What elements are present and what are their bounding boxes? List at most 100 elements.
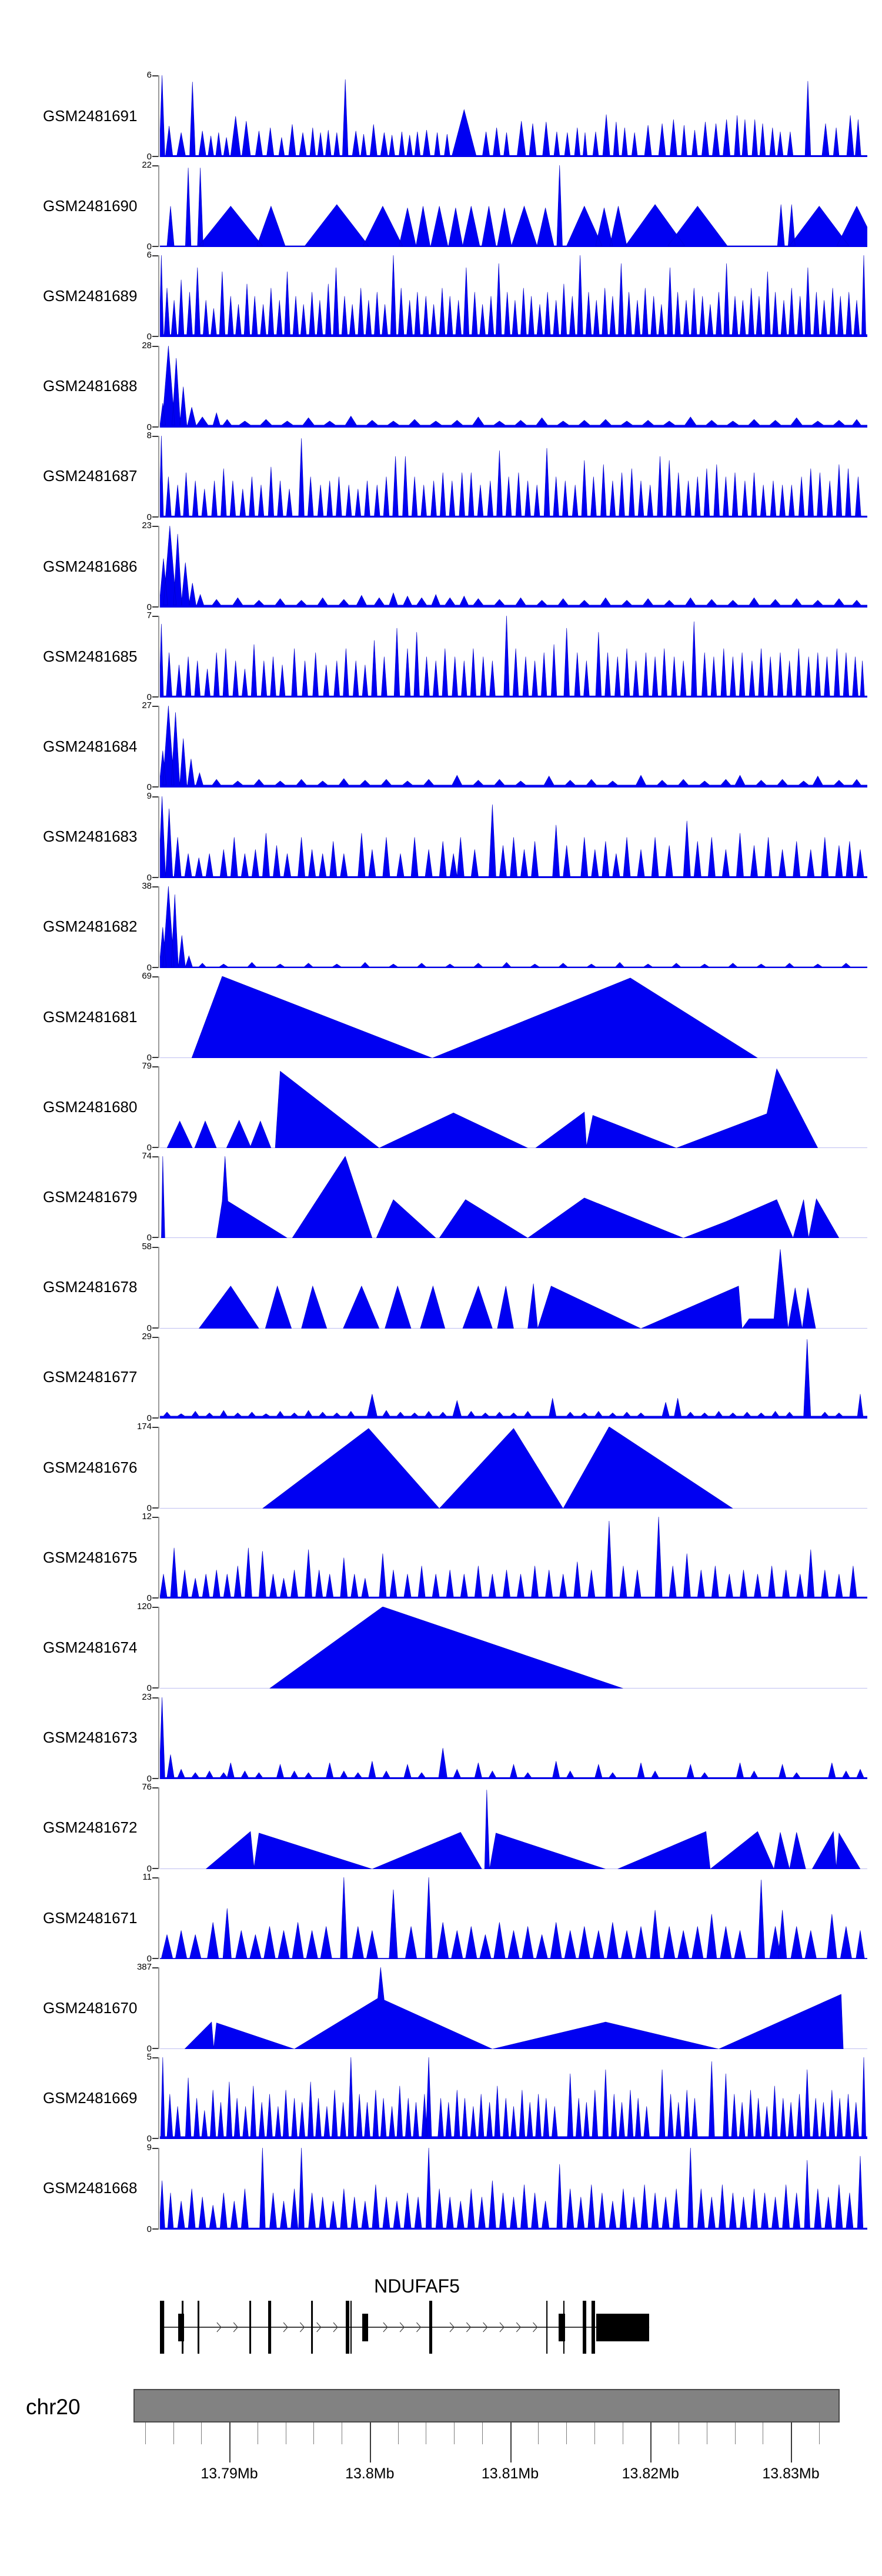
track-zero-label: 0: [146, 1954, 152, 1964]
track-y-axis-line: [158, 1427, 159, 1509]
track-sample-label: GSM2481689: [43, 286, 138, 305]
track-y-axis-line: [158, 526, 159, 608]
track-zero-tick: [152, 1687, 159, 1689]
track-coverage-plot: [160, 886, 867, 968]
strand-arrow-icon: [383, 2322, 388, 2333]
track-coverage-plot: [160, 345, 867, 428]
coverage-track-row: GSM2481678 58 0: [0, 1242, 882, 1333]
coverage-track-row: GSM2481688 28 0: [0, 341, 882, 432]
track-sample-label: GSM2481668: [43, 2179, 138, 2197]
coverage-area: [160, 1967, 867, 2050]
track-zero-tick: [152, 2048, 159, 2050]
track-y-axis-line: [158, 1697, 159, 1779]
track-y-axis-line: [158, 1246, 159, 1329]
coverage-track-row: GSM2481668 9 0: [0, 2143, 882, 2234]
track-ymax-label: 74: [142, 1151, 152, 1162]
coverage-track-row: GSM2481672 76 0: [0, 1782, 882, 1874]
track-y-axis-line: [158, 1336, 159, 1419]
axis-minor-tick: [538, 2422, 539, 2444]
strand-arrow-icon: [466, 2322, 472, 2333]
strand-arrow-icon: [483, 2322, 488, 2333]
coverage-area: [160, 796, 867, 878]
axis-tick-label: 13.8Mb: [345, 2465, 395, 2482]
strand-arrow-icon: [299, 2322, 305, 2333]
coverage-track-row: GSM2481684 27 0: [0, 700, 882, 792]
track-sample-label: GSM2481678: [43, 1278, 138, 1296]
exon-box: [591, 2301, 595, 2354]
track-zero-tick: [152, 966, 159, 968]
coverage-track-row: GSM2481673 23 0: [0, 1692, 882, 1784]
exon-box: [546, 2301, 548, 2354]
track-ymax-tick: [152, 75, 159, 76]
axis-major-tick: [650, 2422, 652, 2462]
coverage-track-row: GSM2481674 120 0: [0, 1601, 882, 1693]
track-ymax-label: 22: [142, 160, 152, 171]
track-coverage-plot: [160, 526, 867, 608]
track-zero-tick: [152, 1507, 159, 1509]
exon-box: [350, 2301, 352, 2354]
track-y-axis-line: [158, 1066, 159, 1149]
track-sample-label: GSM2481683: [43, 827, 138, 846]
track-ymax-label: 387: [136, 1962, 152, 1973]
coverage-area: [160, 706, 867, 788]
exon-box: [429, 2301, 433, 2354]
track-ymax-tick: [152, 616, 159, 618]
track-coverage-plot: [160, 616, 867, 698]
track-zero-label: 0: [146, 2044, 152, 2054]
coverage-track-row: GSM2481689 6 0: [0, 250, 882, 342]
exon-box: [268, 2301, 272, 2354]
coverage-area: [160, 616, 867, 698]
track-zero-label: 0: [146, 602, 152, 612]
track-coverage-plot: [160, 1697, 867, 1779]
coverage-area: [160, 1249, 867, 1329]
track-coverage-plot: [160, 976, 867, 1058]
track-ymax-tick: [152, 796, 159, 798]
track-zero-tick: [152, 426, 159, 428]
coverage-area: [160, 1607, 867, 1689]
track-sample-label: GSM2481685: [43, 647, 138, 665]
track-zero-label: 0: [146, 2224, 152, 2234]
track-sample-label: GSM2481686: [43, 557, 138, 575]
coverage-area: [160, 2147, 867, 2230]
cds-box: [596, 2314, 649, 2341]
track-zero-tick: [152, 1237, 159, 1239]
track-ymax-label: 6: [146, 250, 152, 261]
track-coverage-plot: [160, 255, 867, 338]
coverage-track-row: GSM2481671 11 0: [0, 1872, 882, 1964]
track-coverage-plot: [160, 165, 867, 248]
coverage-track-row: GSM2481676 174 0: [0, 1422, 882, 1513]
track-ymax-label: 120: [136, 1601, 152, 1612]
coverage-track-row: GSM2481675 12 0: [0, 1511, 882, 1603]
strand-arrow-icon: [533, 2322, 538, 2333]
coverage-area: [160, 435, 867, 518]
exon-box: [197, 2301, 200, 2354]
track-ymax-label: 8: [146, 430, 152, 441]
track-zero-label: 0: [146, 782, 152, 793]
axis-minor-tick: [594, 2422, 595, 2444]
coverage-track-row: GSM2481670 387 0: [0, 1962, 882, 2054]
strand-arrow-icon: [316, 2322, 322, 2333]
track-zero-tick: [152, 1867, 159, 1869]
track-sample-label: GSM2481679: [43, 1187, 138, 1206]
track-sample-label: GSM2481691: [43, 106, 138, 125]
strand-arrow-icon: [233, 2322, 238, 2333]
axis-minor-tick: [482, 2422, 483, 2444]
track-ymax-tick: [152, 976, 159, 977]
track-ymax-tick: [152, 1607, 159, 1609]
track-ymax-label: 9: [146, 790, 152, 801]
track-zero-label: 0: [146, 1863, 152, 1874]
track-zero-tick: [152, 1417, 159, 1419]
track-sample-label: GSM2481684: [43, 737, 138, 755]
track-sample-label: GSM2481690: [43, 196, 138, 215]
track-y-axis-line: [158, 1156, 159, 1239]
strand-arrow-icon: [499, 2322, 505, 2333]
track-zero-tick: [152, 156, 159, 157]
track-y-axis-line: [158, 616, 159, 698]
coverage-track-row: GSM2481687 8 0: [0, 431, 882, 522]
track-coverage-plot: [160, 1517, 867, 1599]
track-sample-label: GSM2481680: [43, 1097, 138, 1116]
track-y-axis-line: [158, 1787, 159, 1869]
track-zero-label: 0: [146, 152, 152, 162]
chromosome-label: chr20: [26, 2395, 81, 2419]
axis-tick-label: 13.82Mb: [622, 2465, 679, 2482]
